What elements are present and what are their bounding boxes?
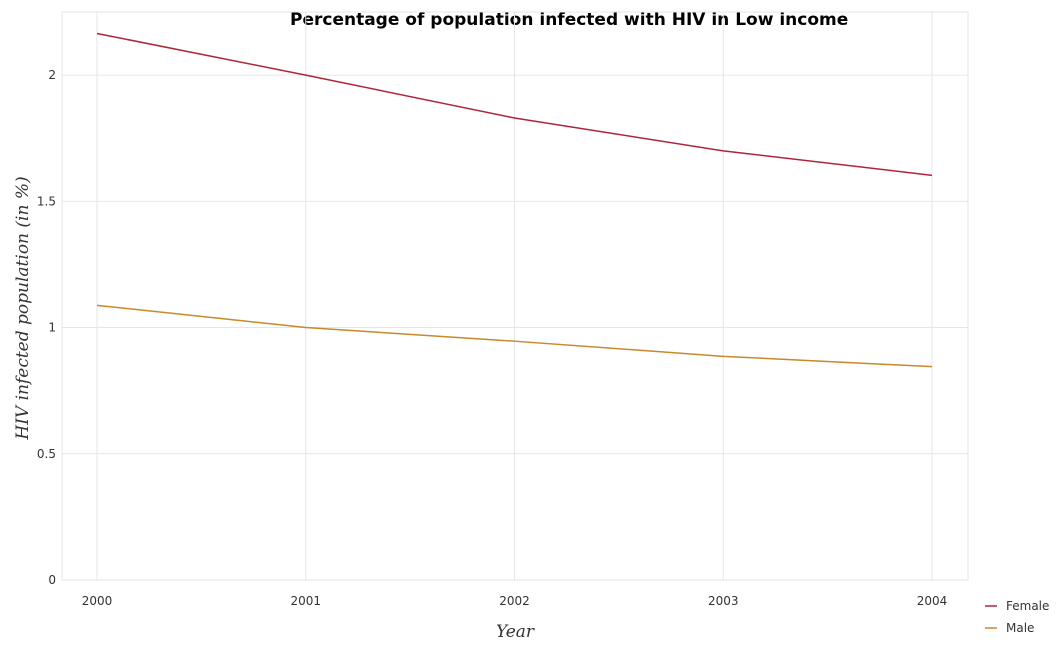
series-line-male: [96, 304, 933, 368]
y-tick-label: 1: [48, 321, 56, 335]
x-axis-label: Year: [496, 622, 535, 642]
axes: 0 0.5 1 1.5 2 2000 2001 2002 2003 2004: [37, 68, 947, 608]
grid: [61, 11, 969, 581]
y-tick-label: 0.5: [37, 447, 56, 461]
series-line-female: [96, 32, 933, 177]
chart-title: Percentage of population infected with H…: [290, 10, 848, 30]
legend-label-female: Female: [1006, 599, 1049, 613]
x-tick-label: 2000: [82, 594, 113, 608]
y-axis-label: HIV infected population (in %): [13, 176, 33, 440]
y-tick-label: 2: [48, 68, 56, 82]
y-tick-label: 0: [48, 573, 56, 587]
legend: Female Male: [985, 599, 1049, 635]
x-tick-label: 2002: [499, 594, 530, 608]
series-lines: [96, 32, 933, 368]
y-tick-label: 1.5: [37, 194, 56, 208]
x-tick-label: 2001: [290, 594, 321, 608]
x-tick-label: 2004: [917, 594, 948, 608]
legend-label-male: Male: [1006, 621, 1034, 635]
x-tick-label: 2003: [708, 594, 739, 608]
